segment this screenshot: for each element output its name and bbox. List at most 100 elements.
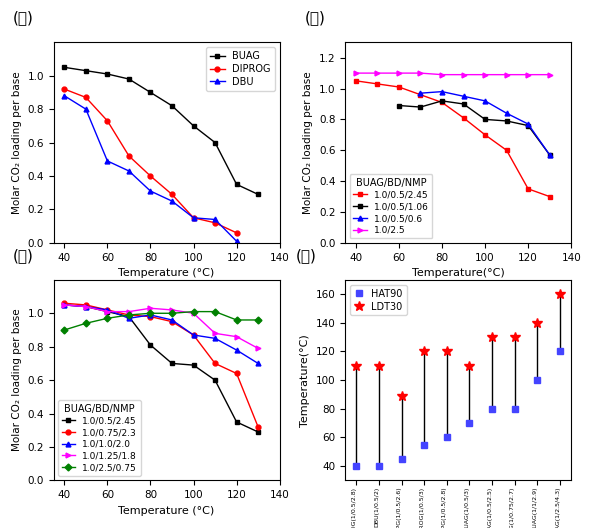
DIPROG (82, 94, 89, 100)
DIPROG (147, 173, 154, 179)
1.0/0.5/2.45 (126, 314, 133, 320)
1.0/0.75/2.3 (147, 314, 154, 320)
1.0/0.5/1.06 (503, 118, 510, 124)
Line: 1.0/1.25/1.8: 1.0/1.25/1.8 (62, 303, 261, 351)
1.0/0.5/2.45 (61, 302, 68, 308)
BUAG (126, 76, 133, 82)
1.0/2.5/0.75 (190, 308, 197, 315)
1.0/0.5/1.06 (417, 104, 424, 110)
BUAG (61, 64, 68, 70)
Y-axis label: Molar CO₂ loading per base: Molar CO₂ loading per base (12, 71, 22, 214)
X-axis label: Temperature (°C): Temperature (°C) (118, 268, 215, 278)
1.0/2.5 (417, 70, 424, 76)
BUAG (147, 89, 154, 96)
DIPROG (126, 153, 133, 159)
1.0/0.5/2.45 (104, 308, 111, 315)
1.0/2.5/0.75 (82, 320, 89, 326)
DIPROG (168, 191, 176, 197)
1.0/1.25/1.8 (190, 310, 197, 316)
1.0/1.25/1.8 (82, 304, 89, 310)
1.0/2.5/0.75 (126, 312, 133, 318)
1.0/2.5/0.75 (233, 317, 240, 323)
1.0/0.75/2.3 (82, 302, 89, 308)
1.0/1.0/2.0 (211, 335, 218, 342)
Line: 1.0/2.5/0.75: 1.0/2.5/0.75 (62, 309, 261, 333)
1.0/0.75/2.3 (168, 318, 176, 325)
1.0/0.5/2.45 (352, 78, 359, 84)
Y-axis label: Molar CO₂ loading per base: Molar CO₂ loading per base (303, 71, 313, 214)
1.0/0.5/0.6 (439, 89, 446, 95)
Legend: 1.0/0.5/2.45, 1.0/0.75/2.3, 1.0/1.0/2.0, 1.0/1.25/1.8, 1.0/2.5/0.75: 1.0/0.5/2.45, 1.0/0.75/2.3, 1.0/1.0/2.0,… (58, 400, 141, 476)
DIPROG (104, 118, 111, 124)
1.0/1.25/1.8 (104, 308, 111, 315)
1.0/1.25/1.8 (255, 345, 262, 352)
DBU (82, 106, 89, 112)
1.0/1.0/2.0 (190, 332, 197, 338)
1.0/2.5/0.75 (255, 317, 262, 323)
1.0/0.5/1.06 (460, 101, 467, 107)
Line: 1.0/0.75/2.3: 1.0/0.75/2.3 (62, 301, 261, 429)
1.0/0.5/2.45 (546, 193, 553, 200)
1.0/2.5 (503, 71, 510, 78)
1.0/0.5/0.6 (546, 152, 553, 158)
Text: (라): (라) (295, 248, 316, 263)
Line: DIPROG: DIPROG (62, 87, 239, 235)
1.0/0.5/0.6 (417, 90, 424, 96)
BUAG (82, 68, 89, 74)
Text: (나): (나) (305, 10, 325, 25)
Text: (다): (다) (13, 248, 34, 263)
1.0/0.75/2.3 (211, 360, 218, 366)
1.0/1.0/2.0 (168, 317, 176, 323)
DBU (104, 158, 111, 164)
1.0/0.5/2.45 (233, 419, 240, 425)
1.0/0.75/2.3 (233, 370, 240, 376)
1.0/1.25/1.8 (147, 305, 154, 312)
Text: (가): (가) (13, 10, 34, 25)
1.0/0.75/2.3 (255, 424, 262, 430)
BUAG (211, 139, 218, 146)
1.0/0.75/2.3 (61, 300, 68, 306)
1.0/0.5/1.06 (481, 116, 488, 122)
1.0/0.5/2.45 (481, 131, 488, 138)
Y-axis label: Temperature(°C): Temperature(°C) (300, 334, 310, 427)
DIPROG (233, 230, 240, 236)
1.0/1.0/2.0 (61, 302, 68, 308)
DBU (190, 214, 197, 221)
1.0/0.5/2.45 (525, 186, 532, 192)
1.0/0.5/0.6 (481, 98, 488, 104)
1.0/2.5 (374, 70, 381, 76)
1.0/2.5 (525, 71, 532, 78)
BUAG (190, 122, 197, 129)
1.0/0.5/2.45 (395, 84, 402, 90)
Line: DBU: DBU (62, 93, 239, 243)
1.0/0.5/2.45 (82, 304, 89, 310)
Y-axis label: Molar CO₂ loading per base: Molar CO₂ loading per base (12, 309, 22, 451)
1.0/0.5/1.06 (439, 98, 446, 104)
1.0/2.5 (460, 71, 467, 78)
1.0/1.25/1.8 (211, 330, 218, 336)
1.0/0.5/2.45 (190, 362, 197, 369)
1.0/1.25/1.8 (61, 302, 68, 308)
X-axis label: Temperature (°C): Temperature (°C) (118, 506, 215, 516)
DBU (211, 216, 218, 223)
Legend: 1.0/0.5/2.45, 1.0/0.5/1.06, 1.0/0.5/0.6, 1.0/2.5: 1.0/0.5/2.45, 1.0/0.5/1.06, 1.0/0.5/0.6,… (350, 174, 433, 238)
1.0/2.5 (395, 70, 402, 76)
Legend: BUAG, DIPROG, DBU: BUAG, DIPROG, DBU (206, 47, 275, 91)
1.0/2.5/0.75 (168, 310, 176, 316)
1.0/0.75/2.3 (190, 332, 197, 338)
BUAG (233, 181, 240, 187)
Line: 1.0/1.0/2.0: 1.0/1.0/2.0 (62, 303, 261, 366)
1.0/2.5 (439, 71, 446, 78)
1.0/2.5/0.75 (104, 315, 111, 322)
1.0/1.0/2.0 (104, 307, 111, 313)
1.0/1.0/2.0 (126, 315, 133, 322)
Line: 1.0/2.5: 1.0/2.5 (353, 71, 552, 77)
DBU (126, 168, 133, 174)
1.0/1.25/1.8 (126, 308, 133, 315)
Legend: HAT90, LDT30: HAT90, LDT30 (350, 285, 406, 315)
BUAG (104, 71, 111, 77)
1.0/1.0/2.0 (147, 312, 154, 318)
BUAG (255, 191, 262, 197)
1.0/2.5/0.75 (61, 327, 68, 333)
1.0/0.5/2.45 (255, 429, 262, 435)
